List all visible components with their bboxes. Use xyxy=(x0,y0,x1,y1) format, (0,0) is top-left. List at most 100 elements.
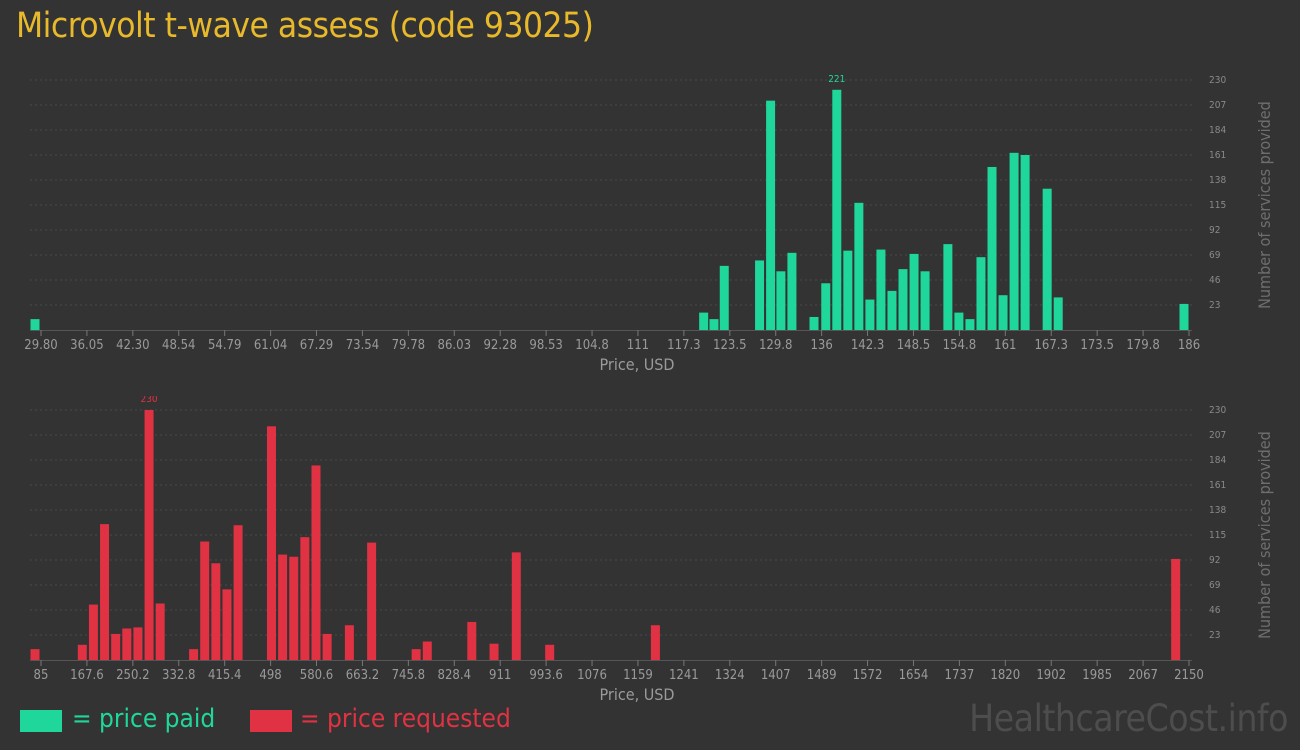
bar-1 xyxy=(699,312,709,330)
bar-25 xyxy=(489,643,499,660)
bar-6 xyxy=(133,627,143,660)
bar-8 xyxy=(809,316,819,330)
bar-24 xyxy=(998,295,1008,330)
bar-9 xyxy=(821,283,831,330)
bar-16 xyxy=(898,269,908,330)
bar-3 xyxy=(719,265,729,330)
y-tick-label: 69 xyxy=(1209,580,1221,591)
bar-2 xyxy=(88,604,98,660)
y-tick-label: 161 xyxy=(1209,150,1226,161)
x-axis-title: Price, USD xyxy=(600,355,675,374)
bar-3 xyxy=(100,524,110,660)
x-tick-label: 663.2 xyxy=(346,668,379,683)
x-tick-label: 29.80 xyxy=(24,338,57,353)
bar-26 xyxy=(511,552,521,660)
y-tick-label: 23 xyxy=(1209,630,1220,641)
bar-17 xyxy=(909,253,919,330)
x-tick-label: 73.54 xyxy=(346,338,379,353)
bar-16 xyxy=(289,556,299,660)
bar-22 xyxy=(976,257,986,330)
x-tick-label: 745.8 xyxy=(392,668,425,683)
x-tick-label: 1489 xyxy=(807,668,837,683)
x-axis-title: Price, USD xyxy=(600,685,675,704)
x-tick-label: 167.3 xyxy=(1034,338,1067,353)
bar-19 xyxy=(943,244,953,330)
bar-10 xyxy=(200,541,210,660)
y-tick-label: 207 xyxy=(1209,430,1226,441)
x-tick-label: 148.5 xyxy=(897,338,930,353)
y-tick-label: 138 xyxy=(1209,505,1226,516)
y-tick-label: 184 xyxy=(1209,125,1226,136)
bar-2 xyxy=(709,319,719,330)
x-tick-label: 415.4 xyxy=(208,668,241,683)
page-title: Microvolt t-wave assess (code 93025) xyxy=(16,6,594,46)
bar-13 xyxy=(233,525,243,660)
y-tick-label: 207 xyxy=(1209,100,1226,111)
bar-5 xyxy=(122,628,132,660)
x-tick-label: 1737 xyxy=(945,668,975,683)
x-tick-label: 61.04 xyxy=(254,338,287,353)
bar-24 xyxy=(467,621,477,660)
x-tick-label: 79.78 xyxy=(392,338,425,353)
bar-12 xyxy=(854,202,864,330)
x-tick-label: 2067 xyxy=(1128,668,1158,683)
x-tick-label: 123.5 xyxy=(713,338,746,353)
x-tick-label: 1076 xyxy=(577,668,607,683)
chart-price-paid: 23 46 69 92 115 138 161 184 207 230 221 29.80 36.05 4… xyxy=(24,74,1274,374)
x-tick-label: 154.8 xyxy=(943,338,976,353)
bar-0 xyxy=(30,319,40,330)
bar-25 xyxy=(1009,152,1019,330)
x-tick-label: 54.79 xyxy=(208,338,241,353)
bar-23 xyxy=(422,641,432,660)
bar-4 xyxy=(111,633,121,660)
bar-6 xyxy=(776,271,786,330)
x-tick-label: 332.8 xyxy=(162,668,195,683)
bar-27 xyxy=(545,644,555,660)
bar-11 xyxy=(843,250,853,330)
bar-8 xyxy=(155,603,165,660)
x-tick-label: 1407 xyxy=(761,668,791,683)
watermark: HealthcareCost.info xyxy=(969,697,1288,740)
legend-swatch-paid xyxy=(20,710,62,732)
x-tick-label: 104.8 xyxy=(575,338,608,353)
x-tick-label: 993.6 xyxy=(529,668,562,683)
x-tick-label: 36.05 xyxy=(70,338,103,353)
legend-label-paid: = price paid xyxy=(72,704,216,734)
y-tick-label: 184 xyxy=(1209,455,1226,466)
x-tick-label: 67.29 xyxy=(300,338,333,353)
x-tick-label: 161 xyxy=(994,338,1016,353)
bar-11 xyxy=(211,563,221,660)
bar-9 xyxy=(189,649,199,660)
bar-18 xyxy=(920,271,930,330)
x-tick-label: 1985 xyxy=(1082,668,1112,683)
x-tick-label: 1324 xyxy=(715,668,745,683)
y-tick-label: 69 xyxy=(1209,250,1221,261)
y-tick-label: 115 xyxy=(1209,530,1226,541)
y-tick-label: 115 xyxy=(1209,200,1226,211)
bar-12 xyxy=(222,589,232,660)
x-tick-label: 92.28 xyxy=(483,338,516,353)
y-axis-title: Number of services provided xyxy=(1255,101,1274,309)
x-tick-label: 86.03 xyxy=(438,338,471,353)
x-tick-label: 1654 xyxy=(899,668,929,683)
bar-21 xyxy=(367,542,377,660)
bar-28 xyxy=(650,625,660,660)
bar-27 xyxy=(1042,188,1052,330)
x-tick-label: 580.6 xyxy=(300,668,333,683)
bar-15 xyxy=(887,290,897,330)
bar-5 xyxy=(766,100,776,330)
y-tick-label: 161 xyxy=(1209,480,1226,491)
x-tick-label: 85 xyxy=(34,668,49,683)
x-tick-label: 179.8 xyxy=(1126,338,1159,353)
x-tick-label: 911 xyxy=(489,668,511,683)
y-tick-label: 230 xyxy=(1209,75,1226,86)
bar-14 xyxy=(266,426,276,660)
chart-price-requested: 23 46 69 92 115 138 161 184 207 230 230 85 167.6 250.… xyxy=(30,396,1274,704)
bar-18 xyxy=(311,465,321,660)
bar-29 xyxy=(1179,303,1189,330)
bar-20 xyxy=(344,625,354,660)
x-tick-label: 48.54 xyxy=(162,338,195,353)
peak-value-label: 230 xyxy=(140,396,157,405)
x-tick-label: 173.5 xyxy=(1080,338,1113,353)
x-tick-label: 167.6 xyxy=(70,668,103,683)
